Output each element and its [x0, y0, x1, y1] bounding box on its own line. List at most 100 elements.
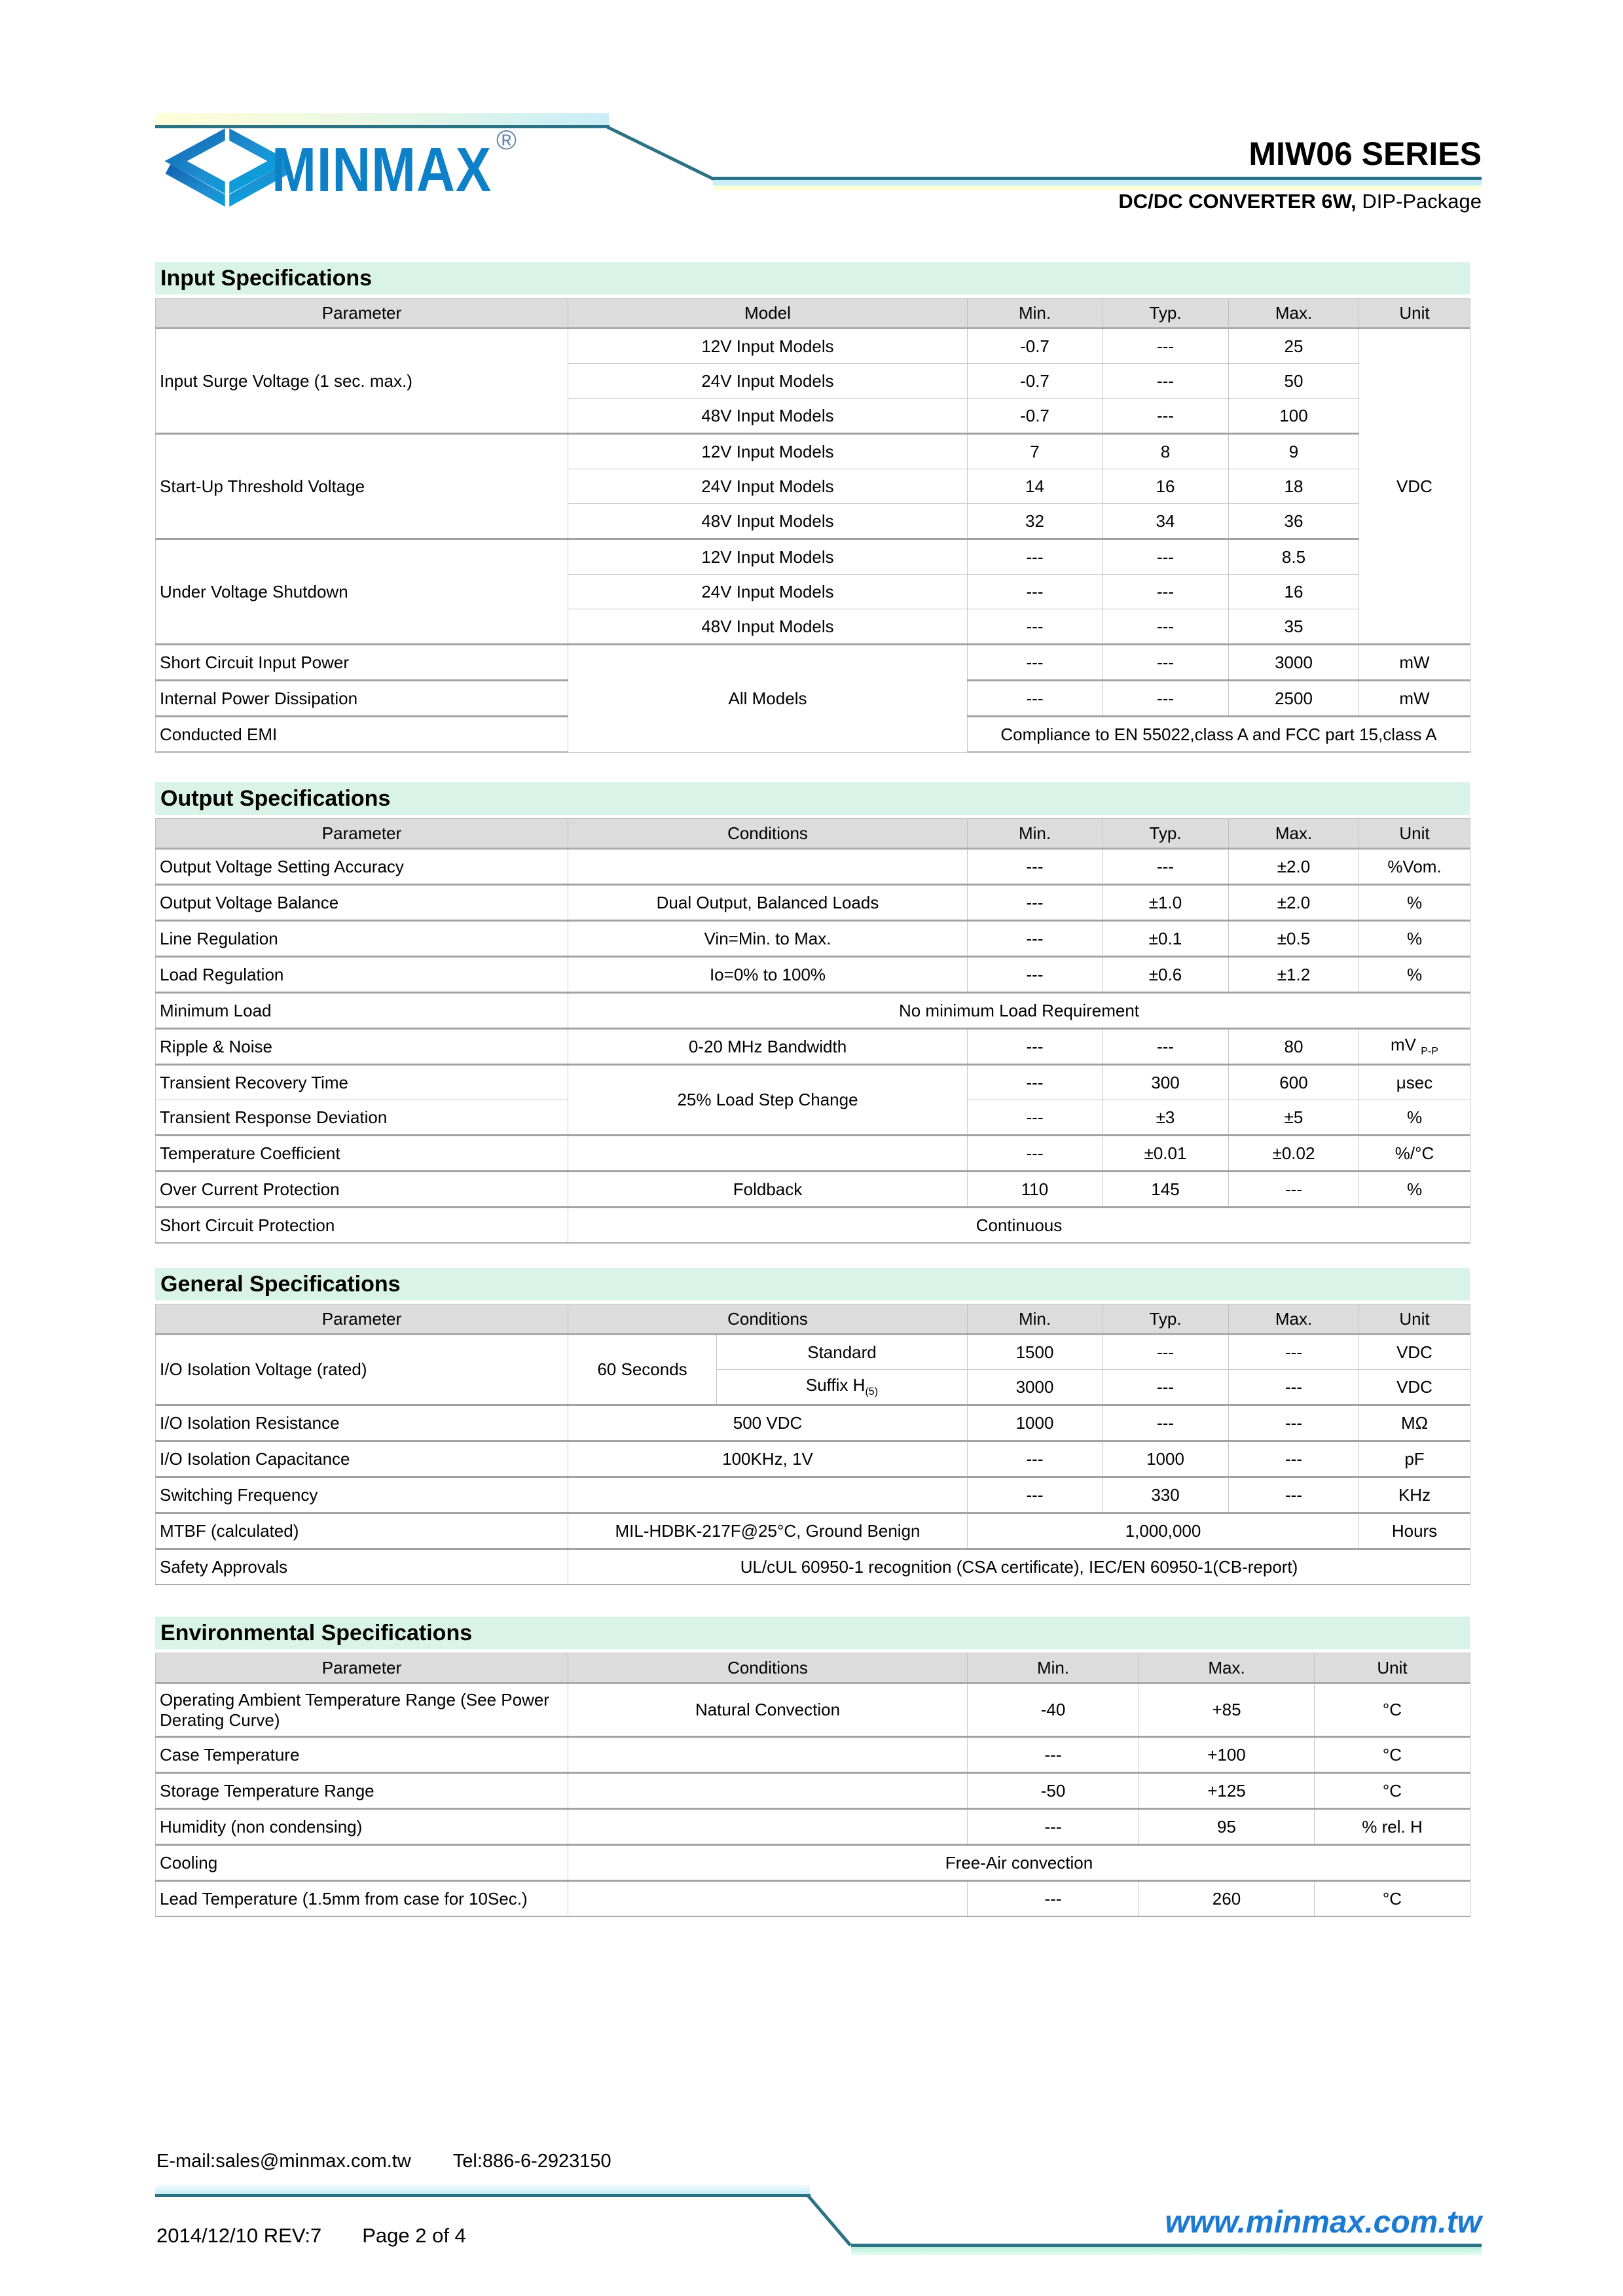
table-row: Temperature Coefficient --- ±0.01 ±0.02 %/°C	[155, 1134, 1470, 1172]
value-cell: ---	[967, 1440, 1103, 1477]
value-cell: 300	[1102, 1064, 1229, 1100]
value-cell: 1,000,000	[967, 1512, 1360, 1549]
value-cell	[568, 848, 968, 885]
value-cell: ---	[1102, 1028, 1229, 1065]
footer-rule-left	[155, 2194, 811, 2197]
parameter-cell: Cooling	[155, 1844, 568, 1881]
value-cell: -0.7	[967, 398, 1103, 434]
value-cell: 48V Input Models	[568, 503, 968, 539]
table-row: Start-Up Threshold Voltage 12V Input Mode…	[155, 433, 1470, 539]
table-row: Output Voltage Balance Dual Output, Balan…	[155, 884, 1470, 921]
value-cell: KHz	[1359, 1476, 1471, 1513]
value-cell: %	[1359, 1100, 1470, 1136]
column-header: Min.	[967, 1304, 1103, 1335]
general-specifications-table: Parameter Conditions Min. Typ. Max. Unit I/O I…	[155, 1304, 1471, 1585]
value-cell: ±2.0	[1228, 884, 1359, 921]
parameter-cell: Output Voltage Setting Accuracy	[155, 848, 568, 885]
parameter-cell: Transient Response Deviation	[155, 1100, 568, 1136]
page-title: MIW06 SERIES	[1249, 135, 1482, 172]
value-cell: ---	[1102, 643, 1229, 681]
subtitle-rest: DIP-Package	[1356, 190, 1482, 213]
column-header: Typ.	[1102, 1304, 1230, 1335]
header-gradient-bar	[155, 113, 609, 125]
value-cell: ---	[1228, 1440, 1360, 1477]
value-cell: Standard	[716, 1333, 968, 1370]
parameter-cell: Humidity (non condensing)	[155, 1808, 568, 1845]
value-cell: mW	[1359, 643, 1470, 681]
value-cell: mW	[1359, 679, 1470, 717]
value-cell: Foldback	[568, 1170, 968, 1208]
value-cell: VDC	[1359, 328, 1470, 645]
column-header: Conditions	[567, 1304, 968, 1335]
parameter-cell: Line Regulation	[155, 920, 568, 957]
column-header: Parameter	[155, 1304, 568, 1335]
minmax-logo-icon	[164, 127, 290, 210]
value-cell: Dual Output, Balanced Loads	[568, 884, 968, 921]
value-cell: 35	[1228, 609, 1359, 645]
value-cell: ---	[1228, 1333, 1360, 1370]
value-cell: ---	[1102, 1404, 1230, 1441]
header-rule-slant	[606, 126, 715, 181]
value-cell: 110	[967, 1170, 1103, 1208]
parameter-cell: Operating Ambient Temperature Range (See…	[155, 1682, 568, 1737]
parameter-cell: Start-Up Threshold Voltage	[155, 433, 568, 539]
value-cell: 16	[1228, 574, 1359, 609]
value-cell	[568, 1772, 968, 1809]
value-cell: +125	[1139, 1772, 1315, 1809]
value-cell: 12V Input Models	[568, 328, 968, 364]
value-cell: 60 Seconds	[568, 1333, 717, 1405]
value-cell: Vin=Min. to Max.	[568, 920, 968, 957]
value-cell	[568, 1880, 968, 1917]
value-cell: ---	[967, 848, 1103, 885]
table-row: I/O Isolation Capacitance 100KHz, 1V --- 10…	[155, 1440, 1471, 1477]
footer-rule-slant	[807, 2195, 852, 2247]
value-cell: ---	[967, 1476, 1103, 1513]
output-specifications-table: Parameter Conditions Min. Typ. Max. Unit Outpu…	[155, 818, 1470, 1244]
logo-wordmark: MINMAX	[272, 135, 492, 205]
table-row: Over Current Protection Foldback 110 145 ---…	[155, 1170, 1470, 1208]
value-cell: 1500	[967, 1333, 1103, 1370]
value-cell: ±0.01	[1102, 1134, 1229, 1172]
value-cell: -50	[967, 1772, 1139, 1809]
value-cell: mV P-P	[1359, 1028, 1470, 1065]
footer-page-number: Page 2 of 4	[362, 2224, 466, 2247]
parameter-cell: I/O Isolation Capacitance	[155, 1440, 568, 1477]
value-cell: ---	[967, 1880, 1139, 1917]
value-cell: No minimum Load Requirement	[568, 992, 1470, 1029]
value-cell: 48V Input Models	[568, 609, 968, 645]
value-cell: 95	[1139, 1808, 1315, 1845]
value-cell: Io=0% to 100%	[568, 956, 968, 993]
value-cell: 48V Input Models	[568, 398, 968, 434]
value-cell: ---	[967, 574, 1103, 609]
value-cell: ---	[967, 1100, 1103, 1136]
parameter-cell: Internal Power Dissipation	[155, 679, 568, 717]
value-cell: 100KHz, 1V	[567, 1440, 968, 1477]
value-cell: %	[1359, 884, 1470, 921]
table-header-row: Parameter Conditions Min. Max. Unit	[155, 1653, 1470, 1684]
value-cell: 36	[1228, 503, 1359, 539]
table-row: Load Regulation Io=0% to 100% --- ±0.6 ±1.2%	[155, 956, 1470, 993]
value-cell: ---	[967, 956, 1103, 993]
value-cell: 18	[1228, 469, 1359, 504]
value-cell: 2500	[1228, 679, 1359, 717]
value-cell: -40	[967, 1682, 1139, 1737]
value-cell: ---	[1102, 363, 1229, 399]
value-cell: ---	[1102, 679, 1229, 717]
column-header: Typ.	[1102, 818, 1229, 850]
table-header-row: Parameter Conditions Min. Typ. Max. Unit	[155, 818, 1470, 850]
column-header: Model	[568, 298, 968, 329]
value-cell: ---	[1102, 1369, 1230, 1405]
table-row: 48V Input Models -0.7 --- 100	[156, 398, 1470, 434]
value-cell: ---	[1102, 398, 1229, 434]
value-cell	[568, 1134, 968, 1172]
column-header: Parameter	[155, 818, 568, 850]
value-cell: Compliance to EN 55022,class A and FCC p…	[967, 715, 1470, 753]
column-header: Min.	[967, 1653, 1139, 1684]
value-cell: 24V Input Models	[568, 469, 968, 504]
table-row: Safety Approvals UL/cUL 60950-1 recogniti…	[155, 1548, 1471, 1585]
value-cell: ±2.0	[1228, 848, 1359, 885]
value-cell: 9	[1228, 433, 1359, 469]
parameter-cell: Output Voltage Balance	[155, 884, 568, 921]
table-row: I/O Isolation Voltage (rated) 60 Seconds S…	[155, 1333, 1471, 1405]
